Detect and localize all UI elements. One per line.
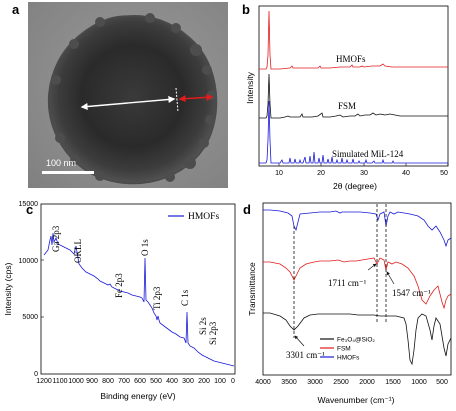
peak-label-c1s: C 1s bbox=[180, 289, 190, 306]
scale-bar bbox=[42, 171, 94, 174]
curve-b-hmofs bbox=[259, 10, 448, 70]
xtick-d-1000: 1000 bbox=[411, 379, 427, 386]
xtick-b-30: 30 bbox=[360, 170, 368, 177]
ytick-c-15000: 15000 bbox=[19, 201, 39, 208]
xtick-d-500: 500 bbox=[436, 379, 448, 386]
xticks-c: 1200 1100 1000 900 800 700 600 500 400 3… bbox=[36, 378, 235, 385]
plot-frame-b bbox=[258, 5, 449, 167]
shell-thickness-arrow bbox=[178, 93, 214, 103]
panel-c: c Intensity (cps) Binding energy (eV) 0 … bbox=[3, 201, 236, 401]
legend-d: Fe₃O₄@SiO₂ FSM HMOFs bbox=[320, 337, 375, 362]
xtick-d-1500: 1500 bbox=[385, 379, 401, 386]
xtick-c-500: 500 bbox=[150, 378, 162, 385]
arrow-1711 bbox=[367, 263, 377, 271]
legend-d-hmofs: HMOFs bbox=[337, 355, 360, 362]
xticks-d: 4000 3500 3000 2500 2000 1500 1000 500 bbox=[255, 379, 448, 386]
annotation-1711: 1711 cm⁻¹ bbox=[328, 278, 367, 288]
curve-b-simulated bbox=[259, 100, 448, 164]
ylabel-b: Intensity bbox=[245, 71, 255, 103]
plot-frame-d bbox=[262, 202, 452, 376]
peak-label-okll: OKLL bbox=[73, 239, 83, 263]
ytick-c-5000: 5000 bbox=[22, 314, 38, 321]
panel-label-c: c bbox=[26, 202, 33, 217]
panel-a: 100 nm a bbox=[12, 2, 228, 188]
xtick-c-900: 900 bbox=[86, 378, 98, 385]
xtick-c-0: 0 bbox=[231, 378, 235, 385]
xtick-d-4000: 4000 bbox=[255, 379, 271, 386]
xtick-b-50: 50 bbox=[440, 170, 448, 177]
xlabel-c: Binding energy (eV) bbox=[100, 391, 175, 401]
panel-b: b Intensity 2θ (degree) 10 20 30 40 50 H… bbox=[242, 2, 449, 191]
peak-label-si2p3: Si 2p3 bbox=[208, 321, 218, 345]
xtick-c-1200: 1200 bbox=[36, 378, 52, 385]
curve-d-fe3o4-sio2 bbox=[263, 312, 452, 366]
curve-label-b-fsm: FSM bbox=[338, 101, 356, 111]
annotation-3301: 3301 cm⁻¹ bbox=[286, 350, 325, 360]
xtick-d-2000: 2000 bbox=[359, 379, 375, 386]
xtick-c-100: 100 bbox=[214, 378, 226, 385]
peak-label-ti2p3: Ti 2p3 bbox=[152, 286, 162, 310]
plot-frame-c bbox=[40, 203, 236, 375]
panel-label-b: b bbox=[242, 2, 250, 17]
annotation-1547: 1547 cm⁻¹ bbox=[392, 288, 431, 298]
arrow-1547 bbox=[386, 271, 395, 285]
legend-text-c: HMOFs bbox=[188, 212, 219, 222]
xtick-c-700: 700 bbox=[118, 378, 130, 385]
legend-d-fe3o4-sio2: Fe₃O₄@SiO₂ bbox=[337, 337, 375, 344]
xtick-c-1100: 1100 bbox=[52, 378, 67, 385]
core-boundary-dash bbox=[175, 87, 179, 113]
xtick-c-300: 300 bbox=[182, 378, 194, 385]
panel-d: d Transmittance Wavenumber (cm⁻¹) 4000 3… bbox=[243, 202, 452, 405]
legend-d-fsm: FSM bbox=[337, 346, 351, 353]
curve-d-fsm bbox=[263, 257, 452, 310]
curve-d-hmofs bbox=[263, 209, 452, 248]
ylabel-d: Transmittance bbox=[247, 262, 257, 316]
xtick-c-200: 200 bbox=[198, 378, 210, 385]
xtick-b-10: 10 bbox=[275, 170, 283, 177]
peak-label-si2s: Si 2s bbox=[198, 317, 208, 335]
curve-b-fsm bbox=[259, 73, 448, 119]
xtick-c-600: 600 bbox=[134, 378, 146, 385]
arrow-3301 bbox=[294, 335, 305, 347]
xtick-b-20: 20 bbox=[317, 170, 325, 177]
core-diameter-arrow bbox=[80, 95, 176, 111]
xtick-d-3500: 3500 bbox=[281, 379, 297, 386]
xlabel-b: 2θ (degree) bbox=[333, 181, 377, 191]
guide-lines-d bbox=[293, 204, 387, 338]
xtick-b-40: 40 bbox=[402, 170, 410, 177]
peak-label-fe2p3: Fe 2p3 bbox=[114, 273, 124, 298]
yticks-c: 0 5000 10000 15000 bbox=[19, 201, 44, 378]
panel-label-a: a bbox=[12, 2, 20, 17]
panel-label-d: d bbox=[243, 202, 251, 217]
xtick-c-400: 400 bbox=[166, 378, 178, 385]
curve-c-hmofs bbox=[43, 232, 235, 367]
peak-label-ga2p3: Ga 2p3 bbox=[51, 225, 61, 252]
xtick-d-2500: 2500 bbox=[333, 379, 349, 386]
xlabel-d: Wavenumber (cm⁻¹) bbox=[318, 395, 395, 405]
ylabel-c: Intensity (cps) bbox=[3, 262, 13, 315]
xtick-c-1000: 1000 bbox=[68, 378, 84, 385]
scale-bar-label: 100 nm bbox=[46, 158, 76, 168]
xtick-c-800: 800 bbox=[102, 378, 114, 385]
tem-surface-bumps bbox=[51, 13, 217, 182]
xticks-b: 10 20 30 40 50 bbox=[275, 163, 449, 177]
xtick-d-3000: 3000 bbox=[307, 379, 323, 386]
curve-label-b-hmofs: HMOFs bbox=[336, 54, 366, 64]
curve-label-b-simulated: Simulated MiL-124 bbox=[332, 149, 404, 159]
peak-label-o1s: O 1s bbox=[140, 239, 150, 256]
ytick-c-0: 0 bbox=[34, 371, 38, 378]
peak-labels-c: Ga 2p3 OKLL Fe 2p3 O 1s Ti 2p3 C 1s Si 2… bbox=[51, 225, 218, 345]
ytick-c-10000: 10000 bbox=[19, 258, 39, 265]
